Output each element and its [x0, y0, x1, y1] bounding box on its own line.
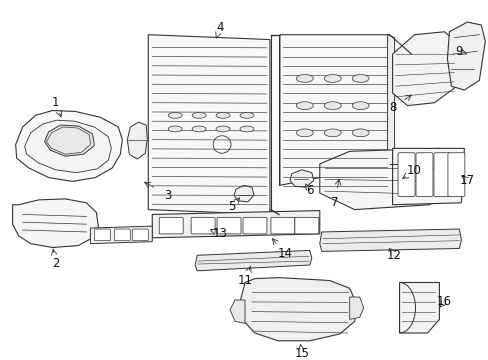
Polygon shape: [447, 22, 484, 90]
Polygon shape: [279, 35, 389, 185]
FancyBboxPatch shape: [217, 217, 241, 234]
Polygon shape: [392, 148, 464, 205]
Text: 5: 5: [228, 200, 235, 213]
Polygon shape: [392, 32, 458, 105]
Polygon shape: [16, 111, 122, 181]
Polygon shape: [188, 217, 208, 236]
FancyBboxPatch shape: [114, 229, 130, 241]
Polygon shape: [90, 226, 152, 244]
Ellipse shape: [296, 129, 313, 137]
Ellipse shape: [324, 102, 341, 109]
Polygon shape: [24, 120, 111, 173]
Polygon shape: [240, 278, 356, 341]
FancyBboxPatch shape: [94, 229, 110, 241]
Polygon shape: [13, 199, 98, 247]
FancyBboxPatch shape: [159, 217, 183, 234]
Text: 15: 15: [294, 347, 308, 360]
Ellipse shape: [296, 75, 313, 82]
Ellipse shape: [324, 129, 341, 137]
Text: 11: 11: [237, 274, 252, 287]
Ellipse shape: [192, 126, 205, 132]
Text: 17: 17: [459, 174, 474, 187]
FancyBboxPatch shape: [243, 217, 266, 234]
FancyBboxPatch shape: [294, 217, 318, 234]
Polygon shape: [387, 35, 394, 166]
Text: 16: 16: [436, 296, 451, 309]
Text: 2: 2: [52, 257, 59, 270]
Polygon shape: [195, 251, 311, 271]
Text: 12: 12: [386, 249, 401, 262]
Polygon shape: [127, 122, 147, 159]
Polygon shape: [319, 148, 458, 210]
Text: 13: 13: [212, 228, 227, 240]
Text: 14: 14: [277, 247, 292, 260]
Ellipse shape: [216, 112, 229, 118]
Text: 8: 8: [388, 101, 395, 114]
Text: 10: 10: [406, 164, 421, 177]
Ellipse shape: [296, 102, 313, 109]
Text: 9: 9: [455, 45, 462, 58]
Text: 6: 6: [305, 184, 313, 197]
Ellipse shape: [351, 75, 368, 82]
Polygon shape: [152, 211, 319, 238]
Text: 7: 7: [330, 196, 338, 209]
FancyBboxPatch shape: [270, 217, 294, 234]
Polygon shape: [399, 283, 439, 333]
Ellipse shape: [351, 102, 368, 109]
Text: 1: 1: [52, 96, 59, 109]
Ellipse shape: [168, 112, 182, 118]
Polygon shape: [148, 35, 269, 215]
Ellipse shape: [168, 126, 182, 132]
Text: 3: 3: [164, 189, 172, 202]
FancyBboxPatch shape: [447, 153, 464, 197]
FancyBboxPatch shape: [191, 217, 215, 234]
FancyBboxPatch shape: [433, 153, 450, 197]
Ellipse shape: [240, 112, 253, 118]
Text: 4: 4: [216, 21, 224, 35]
FancyBboxPatch shape: [415, 153, 432, 197]
Ellipse shape: [216, 126, 229, 132]
Ellipse shape: [324, 75, 341, 82]
FancyBboxPatch shape: [132, 229, 148, 241]
Ellipse shape: [351, 129, 368, 137]
Polygon shape: [349, 297, 363, 319]
Polygon shape: [289, 170, 313, 187]
Polygon shape: [234, 185, 253, 202]
Polygon shape: [319, 229, 461, 251]
Polygon shape: [229, 300, 244, 323]
FancyBboxPatch shape: [397, 153, 414, 197]
Ellipse shape: [192, 112, 205, 118]
Polygon shape: [44, 125, 94, 156]
Ellipse shape: [240, 126, 253, 132]
